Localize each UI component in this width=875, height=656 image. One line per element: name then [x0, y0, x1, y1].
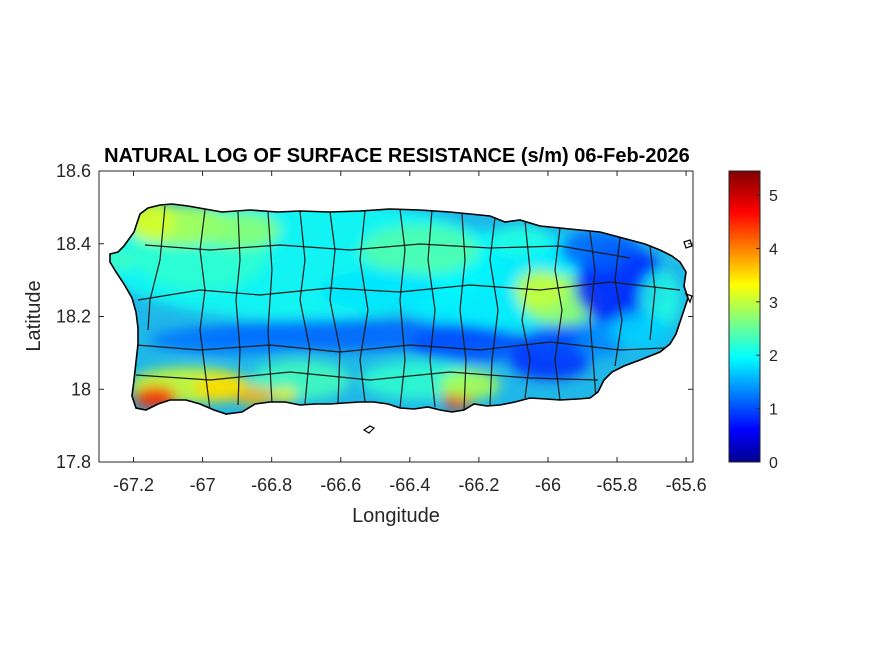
municipality-boundary	[649, 245, 656, 341]
municipality-boundary	[144, 243, 631, 259]
municipality-boundary	[135, 371, 599, 381]
colorbar: 0 1 2 3 4 5	[728, 170, 778, 472]
x-tick-label: -66.4	[389, 475, 430, 495]
x-tick-label: -66.8	[251, 475, 292, 495]
x-axis-label: Longitude	[352, 505, 440, 527]
chart-title: NATURAL LOG OF SURFACE RESISTANCE (s/m) …	[104, 145, 690, 167]
y-axis-label: Latitude	[23, 280, 45, 351]
islet	[683, 239, 693, 249]
y-tick-label: 17.8	[56, 452, 91, 472]
islet	[362, 425, 376, 434]
municipality-boundary	[267, 211, 273, 405]
municipality-boundary	[235, 211, 241, 406]
x-tick-label: -65.6	[666, 475, 707, 495]
municipality-boundary	[137, 281, 681, 301]
municipality-boundary	[399, 208, 406, 409]
y-tick-label: 18.4	[56, 234, 91, 254]
municipality-boundary	[135, 341, 666, 353]
municipality-boundary	[554, 227, 563, 401]
y-tick-label: 18	[71, 379, 91, 399]
y-tick-label: 18.6	[56, 161, 91, 181]
colorbar-tick-label: 3	[769, 295, 778, 312]
municipality-boundary	[521, 220, 531, 399]
x-axis-ticks: -67.2 -67 -66.8 -66.6 -66.4 -66.2 -66 -65.8 -65.…	[113, 171, 707, 495]
colorbar-tick-label: 1	[769, 402, 778, 419]
municipality-boundary	[299, 210, 311, 405]
municipality-boundary	[427, 209, 436, 408]
x-tick-label: -66.2	[458, 475, 499, 495]
small-islands	[362, 239, 693, 434]
x-tick-label: -67	[190, 475, 216, 495]
x-tick-label: -66	[535, 475, 561, 495]
municipality-boundary	[329, 211, 341, 405]
municipality-boundary	[459, 213, 467, 411]
x-tick-label: -67.2	[113, 475, 154, 495]
plot-area: -67.2 -67 -66.8 -66.6 -66.4 -66.2 -66 -65.8 -65.…	[56, 161, 707, 495]
colorbar-ticks: 0 1 2 3 4 5	[756, 188, 778, 472]
coastline	[109, 203, 689, 415]
y-axis-ticks: 17.8 18 18.2 18.4 18.6	[56, 161, 693, 472]
y-tick-label: 18.2	[56, 307, 91, 327]
colorbar-tick-label: 5	[769, 188, 778, 205]
x-tick-label: -66.6	[320, 475, 361, 495]
colorbar-tick-label: 0	[769, 455, 778, 472]
x-tick-label: -65.8	[597, 475, 638, 495]
colorbar-tick-label: 4	[769, 241, 778, 258]
municipality-boundary	[359, 210, 369, 403]
islet	[684, 292, 693, 304]
colorbar-gradient	[728, 170, 761, 463]
municipality-boundary	[199, 209, 211, 411]
municipality-boundary	[147, 205, 166, 331]
colorbar-tick-label: 2	[769, 348, 778, 365]
municipality-boundary	[614, 237, 623, 367]
municipality-boundaries	[135, 205, 681, 411]
